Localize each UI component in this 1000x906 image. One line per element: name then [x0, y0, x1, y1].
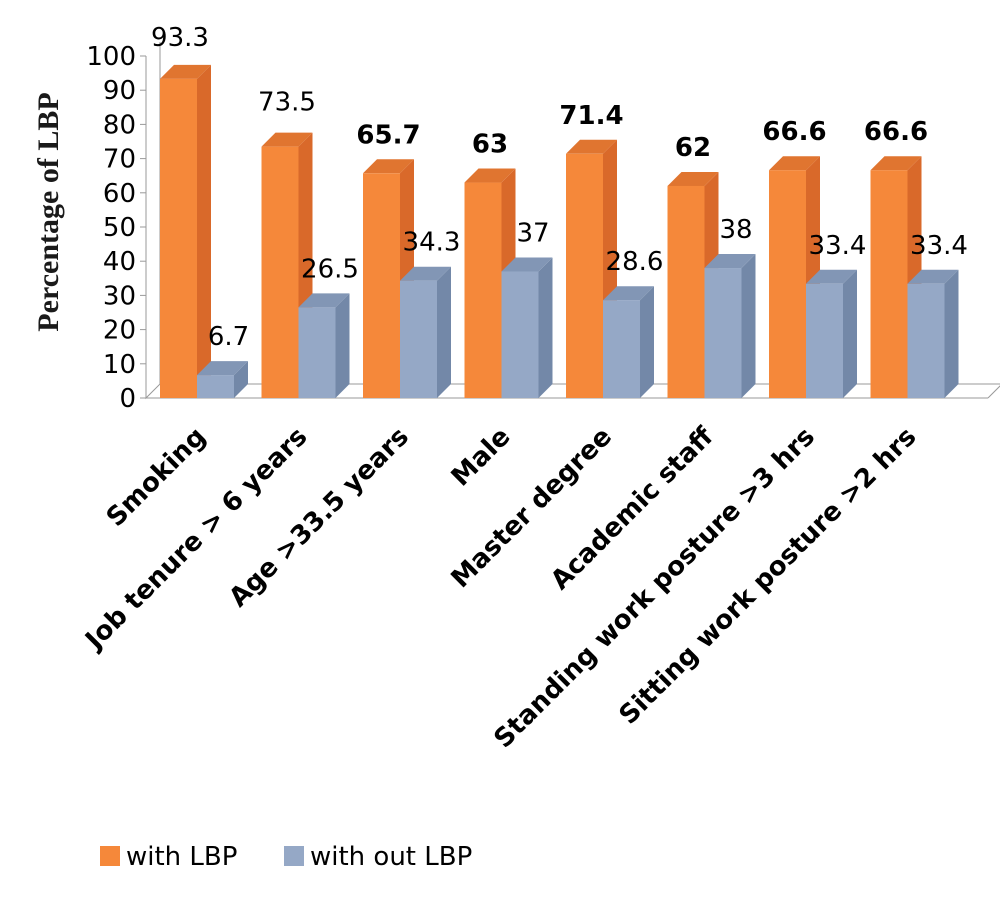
data-label: 93.3: [151, 23, 209, 53]
legend-swatch: [100, 846, 120, 866]
x-tick-label: Male: [446, 422, 517, 493]
data-label: 26.5: [301, 254, 359, 284]
data-label: 34.3: [403, 228, 461, 258]
bar-without-lbp: [907, 269, 959, 398]
y-tick-label: 80: [103, 110, 136, 140]
y-tick-label: 20: [103, 316, 136, 346]
legend-label: with LBP: [126, 842, 237, 872]
data-label: 73.5: [258, 88, 316, 118]
y-tick-label: 70: [103, 145, 136, 175]
data-label: 38: [719, 215, 752, 245]
data-label: 66.6: [864, 117, 928, 147]
data-label: 33.4: [809, 231, 867, 261]
x-tick-label: Smoking: [101, 422, 212, 533]
floor-right-edge: [987, 385, 1000, 399]
y-axis-title: Percentage of LBP: [32, 92, 65, 331]
x-tick-label: Age >33.5 years: [223, 422, 415, 614]
y-tick-label: 30: [103, 281, 136, 311]
bar-without-lbp: [298, 293, 350, 398]
bar-without-lbp: [501, 257, 553, 398]
bar-with-lbp: [160, 64, 211, 398]
y-tick-label: 100: [86, 42, 136, 72]
bar-without-lbp: [603, 286, 654, 398]
bars: [160, 64, 959, 398]
y-tick-label: 10: [103, 350, 136, 380]
legend-label: with out LBP: [310, 842, 472, 872]
data-label: 65.7: [356, 120, 420, 150]
data-label: 33.4: [910, 231, 968, 261]
data-label: 66.6: [762, 117, 826, 147]
bar-without-lbp: [806, 269, 857, 398]
y-axis: 0 10 20 30 40 50 60 70 80 90 100: [86, 42, 146, 414]
legend-item-with-lbp: with LBP: [100, 842, 237, 872]
data-label: 62: [675, 133, 711, 163]
bar-without-lbp: [400, 266, 451, 398]
legend: with LBP with out LBP: [100, 842, 472, 872]
bar-without-lbp: [704, 254, 756, 398]
data-label: 63: [472, 130, 508, 160]
bar-without-lbp: [197, 361, 248, 398]
legend-swatch: [284, 846, 304, 866]
data-label: 6.7: [208, 322, 249, 352]
data-label: 71.4: [559, 101, 623, 131]
y-tick-label: 60: [103, 179, 136, 209]
y-tick-label: 50: [103, 213, 136, 243]
y-tick-label: 90: [103, 76, 136, 106]
data-label: 28.6: [606, 247, 664, 277]
y-tick-label: 40: [103, 247, 136, 277]
data-labels: 93.3 6.7 73.5 26.5 65.7 34.3 63 37 71.4 28.6 62 38 6…: [151, 23, 968, 352]
data-label: 37: [516, 218, 549, 248]
legend-item-without-lbp: with out LBP: [284, 842, 472, 872]
y-tick-label: 0: [119, 384, 136, 414]
